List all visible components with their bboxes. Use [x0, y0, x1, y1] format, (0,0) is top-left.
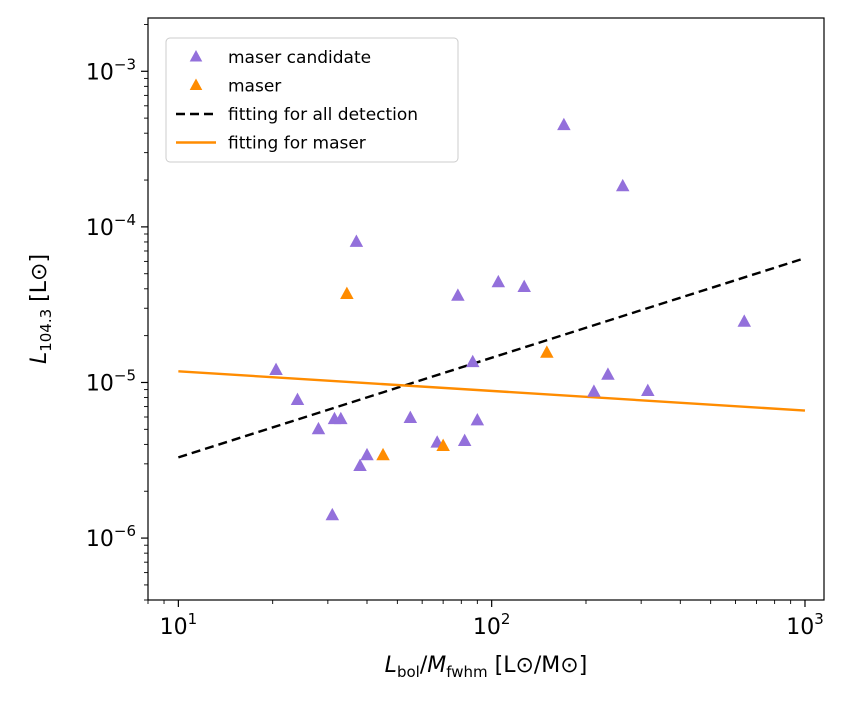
- maser-point-1: [376, 447, 390, 461]
- legend-label-1: maser: [228, 77, 281, 97]
- fit-line-2: [177, 256, 806, 459]
- x-tick-label: 101: [160, 610, 198, 640]
- legend-marker-0: [189, 50, 203, 62]
- legend: maser candidate maser fitting for all dete…: [165, 37, 459, 163]
- candidate-point-17: [557, 117, 571, 131]
- candidate-point-19: [601, 367, 615, 380]
- candidate-point-2: [311, 421, 326, 435]
- candidate-point-22: [737, 314, 752, 327]
- legend-label-3: fitting for maser: [228, 134, 366, 154]
- fit-line-3: [178, 370, 806, 412]
- candidate-point-6: [349, 234, 364, 247]
- candidate-point-20: [615, 178, 630, 192]
- y-tick-label: 10−4: [86, 211, 136, 241]
- candidate-point-0: [269, 362, 283, 376]
- candidate-point-4: [334, 411, 348, 425]
- plot-area: [177, 117, 806, 521]
- candidate-point-8: [360, 447, 374, 461]
- candidate-point-21: [641, 383, 655, 396]
- legend-marker-1: [189, 78, 203, 91]
- maser-point-3: [540, 345, 554, 358]
- candidate-point-9: [403, 410, 418, 424]
- maser-point-0: [340, 286, 354, 299]
- candidate-point-15: [491, 274, 506, 288]
- y-tick-label: 10−5: [86, 366, 136, 396]
- axes-frame: [147, 17, 825, 601]
- y-tick-label: 10−3: [86, 55, 136, 85]
- candidate-point-1: [290, 392, 305, 406]
- x-axis-label: Lbol/Mfwhm [L⊙/M⊙]: [385, 653, 588, 681]
- y-axis-label: L104.3 [L⊙]: [27, 254, 55, 364]
- candidate-point-11: [451, 288, 465, 301]
- maser-point-2: [436, 438, 450, 451]
- y-tick-label: 10−6: [86, 522, 136, 552]
- candidate-point-7: [353, 458, 367, 472]
- legend-box: [165, 37, 459, 163]
- candidate-point-12: [457, 433, 472, 446]
- candidate-point-13: [465, 354, 480, 368]
- legend-label-2: fitting for all detection: [228, 105, 418, 125]
- candidate-point-18: [587, 384, 601, 397]
- x-tick-label: 102: [473, 610, 511, 640]
- candidate-point-14: [470, 412, 485, 426]
- candidate-point-16: [517, 279, 531, 293]
- candidate-point-5: [325, 507, 340, 521]
- x-tick-label: 103: [786, 610, 824, 640]
- axis-ticks: 101 102 103 10−6 10−5 10−4 10−3: [86, 23, 824, 640]
- legend-label-0: maser candidate: [228, 48, 371, 68]
